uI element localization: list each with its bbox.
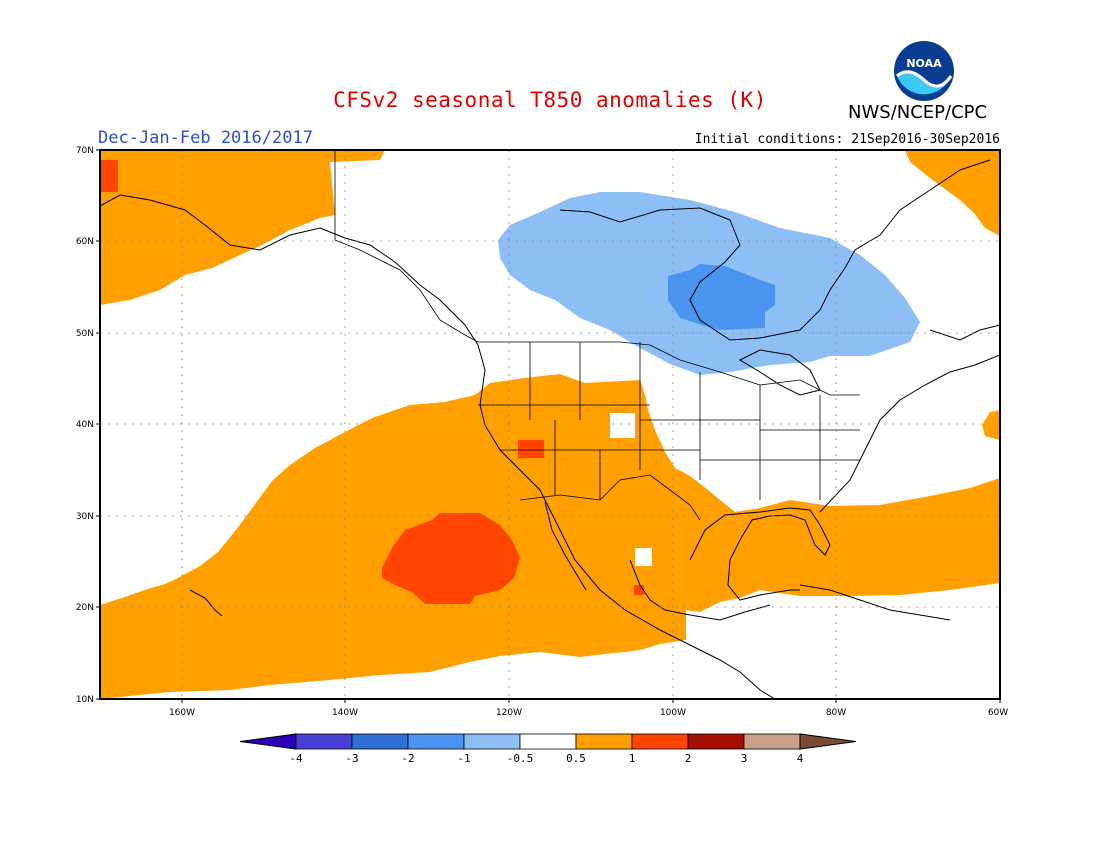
gridlines	[100, 150, 1000, 699]
lat-label: 60N	[76, 237, 94, 247]
svg-text:NOAA: NOAA	[906, 57, 942, 70]
lat-label: 30N	[76, 512, 94, 522]
lon-label: 80W	[826, 708, 846, 718]
lon-label: 160W	[169, 708, 195, 718]
longitude-labels: 160W 140W 120W 100W 80W 60W	[169, 708, 1008, 718]
lon-label: 140W	[332, 708, 358, 718]
lat-label: 70N	[76, 146, 94, 156]
lat-label: 20N	[76, 603, 94, 613]
lat-label: 50N	[76, 329, 94, 339]
season-label: Dec-Jan-Feb 2016/2017	[98, 128, 313, 148]
warm-anomaly-alaska	[100, 150, 385, 305]
noaa-logo: NOAA	[893, 40, 955, 106]
latitude-labels: 70N 60N 50N 40N 30N 20N 10N	[76, 146, 94, 705]
political-boundaries	[334, 150, 860, 521]
strong-warm-anomaly-mexico	[634, 585, 644, 595]
warm-anomaly-greenland	[905, 150, 1000, 236]
lon-label: 100W	[660, 708, 686, 718]
strong-warm-anomaly-siberia	[100, 160, 118, 192]
warm-anomaly-atlantic	[982, 410, 1000, 440]
warm-anomaly-pacific	[100, 374, 1000, 699]
initial-conditions-label: Initial conditions: 21Sep2016-30Sep2016	[694, 132, 1000, 147]
lat-label: 40N	[76, 420, 94, 430]
lat-label: 10N	[76, 695, 94, 705]
coastlines	[100, 159, 1000, 699]
strong-warm-anomaly-pacific	[382, 513, 520, 604]
chart-title: CFSv2 seasonal T850 anomalies (K)	[333, 88, 767, 112]
strong-warm-anomaly-nevada	[518, 440, 544, 458]
strong-cool-anomaly-hudson	[668, 264, 775, 330]
agency-label: NWS/NCEP/CPC	[848, 102, 988, 123]
lon-label: 60W	[988, 708, 1008, 718]
lon-label: 120W	[496, 708, 522, 718]
